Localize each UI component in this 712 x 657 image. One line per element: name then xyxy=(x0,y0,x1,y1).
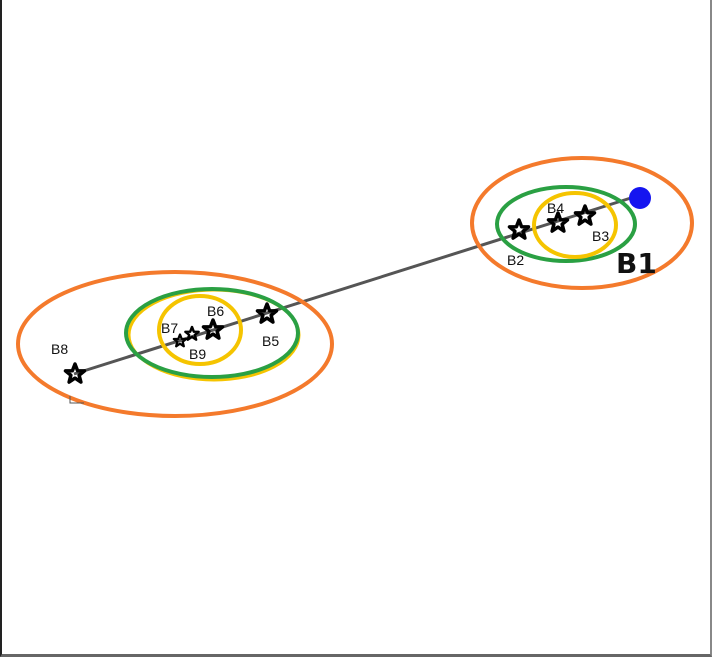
label-b4: B4 xyxy=(547,200,564,216)
left-middle-ellipse xyxy=(124,287,300,379)
connection-line xyxy=(73,195,635,376)
tick-mark xyxy=(69,396,84,404)
label-b6: B6 xyxy=(207,303,224,319)
dot-icon xyxy=(629,187,651,209)
left-outer-ellipse xyxy=(16,270,334,418)
star-icon xyxy=(573,204,597,226)
label-b1: B1 xyxy=(616,247,657,280)
label-b9: B9 xyxy=(189,346,206,362)
right-outer-ellipse xyxy=(470,156,694,290)
label-b2: B2 xyxy=(507,252,524,268)
left-inner-ellipse xyxy=(157,294,243,366)
star-icon xyxy=(184,325,200,341)
label-b7: B7 xyxy=(161,320,178,336)
label-b5: B5 xyxy=(262,333,279,349)
right-inner-ellipse xyxy=(532,191,618,259)
label-b3: B3 xyxy=(592,228,609,244)
right-middle-ellipse xyxy=(495,185,637,263)
label-b8: B8 xyxy=(51,341,68,357)
star-icon xyxy=(507,218,531,240)
